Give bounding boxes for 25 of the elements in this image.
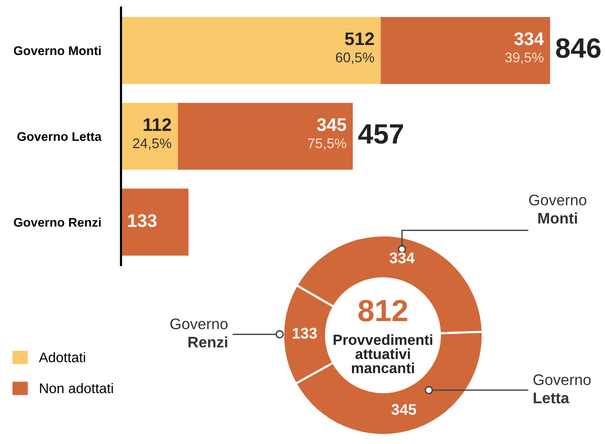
data-label: 112 24,5%	[133, 118, 172, 150]
text: 812	[358, 300, 408, 322]
total-label: 846	[556, 38, 600, 58]
data-label: 345 75,5%	[308, 118, 346, 150]
bar	[178, 102, 353, 170]
bar	[121, 188, 188, 256]
bar	[121, 16, 381, 84]
slice-label: Governo Renzi	[170, 318, 228, 348]
data-label: 334 39,5%	[505, 32, 544, 64]
data-label: 345	[391, 404, 416, 415]
data-label: 334	[390, 252, 415, 264]
y-tick-label: Governo Renzi	[14, 218, 101, 227]
data-label: 133	[128, 214, 157, 228]
data-label: 512 60,5%	[336, 32, 374, 64]
data-label: 133	[292, 328, 317, 339]
text: Provvedimenti attuativi mancanti	[334, 334, 432, 374]
y-tick-label: Governo Monti	[14, 46, 101, 56]
legend-label: Non adottati	[40, 383, 113, 394]
bar	[380, 16, 550, 84]
total-label: 457	[358, 124, 403, 144]
legend-label: Adottati	[38, 352, 86, 362]
slice-label: Governo Letta	[533, 374, 591, 404]
slice-label: Governo Monti	[529, 194, 586, 224]
y-tick-label: Governo Letta	[17, 132, 102, 141]
bar	[121, 102, 178, 170]
